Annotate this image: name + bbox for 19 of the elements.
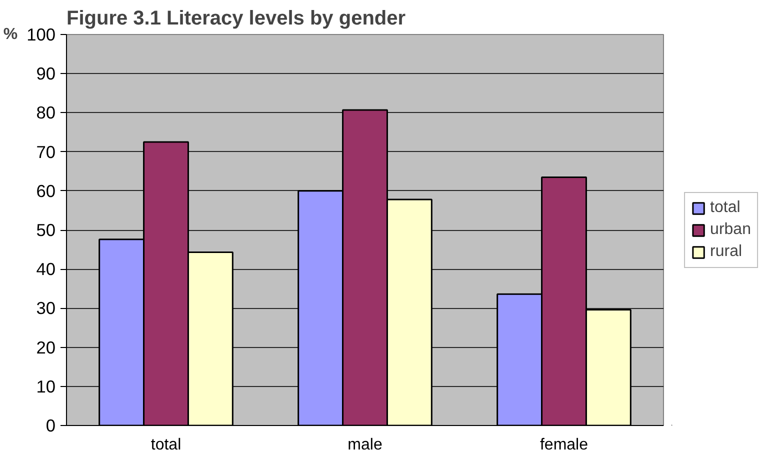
y-tick-label: 40 <box>36 259 56 280</box>
y-tick-label: 20 <box>36 337 56 358</box>
y-tick-label: 80 <box>36 102 56 123</box>
x-tick-label: male <box>348 436 382 454</box>
y-tick-label: 90 <box>36 64 56 84</box>
legend-label: total <box>710 198 740 216</box>
legend-label: rural <box>710 242 742 260</box>
y-tick-label: 60 <box>36 180 56 201</box>
legend-label: urban <box>710 220 751 238</box>
y-axis-title: % <box>3 26 18 43</box>
y-tick-label: 100 <box>26 24 56 44</box>
y-tick-label: 10 <box>36 376 56 396</box>
y-tick-label: 0 <box>46 416 56 436</box>
chart-title: Figure 3.1 Literacy levels by gender <box>66 8 406 30</box>
x-tick-label: female <box>540 436 588 454</box>
y-tick-label: 50 <box>36 220 56 240</box>
y-tick-label: 30 <box>36 298 56 318</box>
x-tick-label: total <box>150 436 182 454</box>
y-tick-label: 70 <box>36 142 56 162</box>
